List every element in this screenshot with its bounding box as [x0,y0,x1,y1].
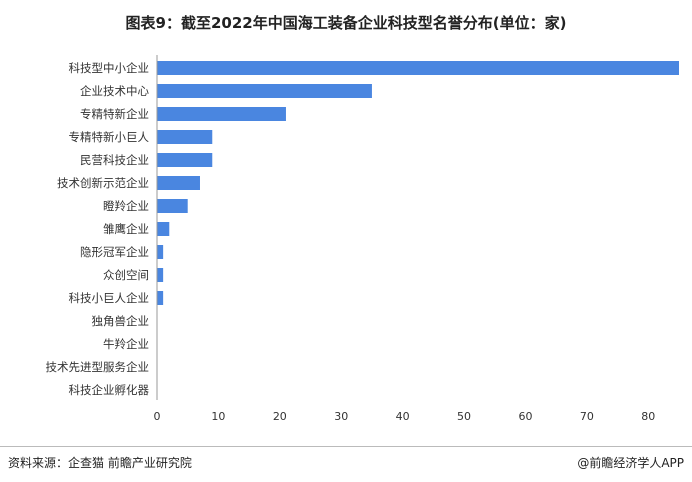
category-label-5: 技术创新示范企业 [57,176,149,190]
x-tick-label-1: 10 [211,410,225,423]
bar-7 [157,222,170,236]
x-tick-label-0: 0 [154,410,161,423]
category-labels: 科技型中小企业企业技术中心专精特新企业专精特新小巨人民营科技企业技术创新示范企业… [46,61,150,397]
bar-1 [157,84,372,98]
category-label-11: 独角兽企业 [92,314,150,328]
bar-5 [157,176,200,190]
x-tick-label-4: 40 [396,410,410,423]
category-label-8: 隐形冠军企业 [80,245,149,259]
bar-10 [157,291,164,305]
bar-3 [157,130,213,144]
x-tick-label-7: 70 [580,410,594,423]
category-label-13: 技术先进型服务企业 [46,360,150,374]
chart-title: 图表9：截至2022年中国海工装备企业科技型名誉分布(单位：家) [125,14,567,32]
category-label-9: 众创空间 [103,268,149,282]
category-label-14: 科技企业孵化器 [69,383,150,397]
x-tick-label-5: 50 [457,410,471,423]
bar-9 [157,268,164,282]
x-tick-label-2: 20 [273,410,287,423]
brand-note: @前瞻经济学人APP [577,456,684,470]
x-tick-label-3: 30 [334,410,348,423]
category-label-12: 牛羚企业 [103,337,149,351]
bar-2 [157,107,286,121]
bar-8 [157,245,164,259]
source-note: 资料来源：企查猫 前瞻产业研究院 [8,456,192,470]
category-label-6: 瞪羚企业 [103,199,149,213]
category-label-7: 雏鹰企业 [103,222,149,236]
bar-6 [157,199,188,213]
x-tick-label-6: 60 [518,410,532,423]
category-label-4: 民营科技企业 [80,153,149,167]
category-label-10: 科技小巨人企业 [69,291,150,305]
bar-4 [157,153,213,167]
category-label-1: 企业技术中心 [80,84,149,98]
bar-0 [157,61,679,75]
x-tick-label-8: 80 [641,410,655,423]
category-label-0: 科技型中小企业 [69,61,150,75]
bars-group [157,61,679,305]
x-axis-ticks: 0 10 20 30 40 50 60 70 80 [154,410,656,423]
category-label-3: 专精特新小巨人 [69,130,150,144]
category-label-2: 专精特新企业 [80,107,149,121]
footer-divider [0,446,692,447]
